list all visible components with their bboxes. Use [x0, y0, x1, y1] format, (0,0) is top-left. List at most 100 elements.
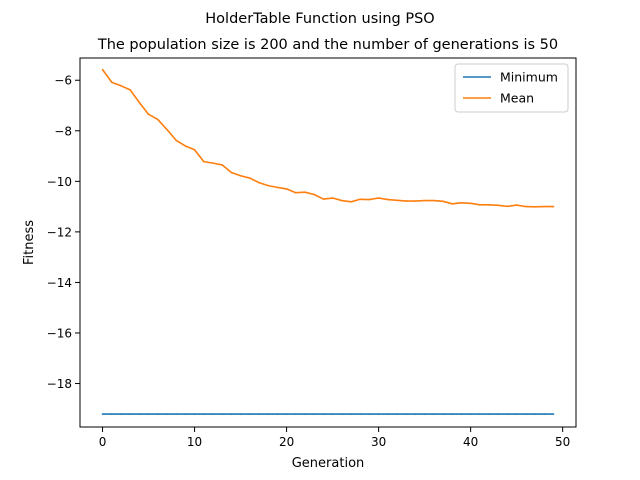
data-point-minimum [294, 413, 297, 415]
data-point-mean [350, 201, 352, 203]
data-point-minimum [460, 413, 463, 415]
data-point-minimum [138, 413, 141, 415]
data-point-mean [534, 206, 536, 208]
data-point-minimum [239, 413, 242, 415]
series-line-mean [101, 69, 554, 208]
data-point-mean [258, 181, 260, 184]
data-point-mean [552, 205, 555, 208]
data-point-minimum [175, 413, 177, 415]
data-point-mean [359, 198, 362, 201]
axes-frame [79, 57, 577, 428]
plot-area [101, 68, 555, 415]
data-point-minimum [341, 413, 343, 415]
data-point-minimum [506, 413, 509, 415]
data-point-minimum [488, 413, 490, 415]
data-point-minimum [212, 413, 214, 415]
data-point-mean [120, 85, 122, 87]
chart-subtitle: The population size is 200 and the numbe… [97, 37, 558, 53]
data-point-mean [396, 199, 398, 202]
data-point-mean [147, 113, 150, 116]
data-point-mean [331, 197, 334, 199]
data-point-mean [322, 198, 325, 200]
data-point-minimum [221, 413, 223, 415]
data-point-minimum [515, 413, 518, 415]
data-point-minimum [230, 413, 233, 415]
data-point-mean [387, 198, 389, 201]
y-tick-label: −18 [47, 377, 72, 391]
data-point-mean [433, 199, 435, 202]
data-point-minimum [552, 413, 555, 415]
data-point-minimum [368, 413, 371, 415]
legend-label-mean: Mean [500, 91, 534, 106]
x-axis: 0 10 20 30 40 50 [99, 427, 570, 449]
y-tick-label: −16 [47, 326, 72, 340]
x-tick-label: 0 [99, 435, 107, 449]
data-point-minimum [534, 413, 536, 415]
data-point-mean [313, 193, 315, 196]
data-point-minimum [276, 413, 279, 415]
data-point-mean [184, 145, 187, 147]
data-point-mean [414, 200, 417, 202]
y-tick-label: −14 [47, 276, 72, 290]
data-point-mean [488, 204, 490, 206]
data-point-mean [497, 204, 500, 207]
data-point-mean [221, 164, 223, 166]
data-point-minimum [304, 413, 306, 415]
data-point-mean [368, 198, 371, 201]
data-point-minimum [285, 413, 288, 415]
data-point-mean [230, 171, 233, 174]
data-point-mean [377, 197, 380, 199]
y-tick-label: −6 [54, 74, 72, 88]
x-axis-label: Generation [292, 456, 365, 471]
data-point-minimum [101, 413, 104, 415]
data-point-minimum [166, 413, 168, 415]
data-point-mean [138, 101, 141, 104]
data-point-mean [543, 205, 546, 208]
data-point-mean [239, 174, 242, 177]
x-tick-label: 30 [371, 435, 386, 449]
data-point-minimum [258, 413, 260, 415]
data-point-mean [212, 162, 214, 164]
data-point-minimum [267, 413, 269, 415]
data-point-mean [248, 177, 251, 179]
legend: Minimum Mean [454, 63, 569, 113]
data-point-mean [156, 118, 159, 121]
data-point-minimum [479, 413, 481, 415]
data-point-mean [460, 202, 463, 204]
data-point-minimum [497, 413, 500, 415]
legend-box [454, 63, 569, 113]
data-point-minimum [120, 413, 122, 415]
x-tick-label: 50 [555, 435, 570, 449]
data-point-mean [525, 205, 527, 208]
y-tick-label: −8 [54, 124, 72, 138]
data-point-minimum [414, 413, 417, 415]
data-point-mean [451, 203, 454, 205]
data-point-mean [129, 89, 131, 91]
data-point-mean [101, 68, 104, 71]
x-tick-label: 20 [279, 435, 294, 449]
data-point-minimum [248, 413, 251, 415]
x-tick-label: 10 [187, 435, 202, 449]
data-point-minimum [147, 413, 150, 415]
data-point-minimum [110, 413, 113, 415]
data-point-mean [285, 188, 288, 190]
data-point-minimum [377, 413, 380, 415]
data-point-minimum [396, 413, 398, 415]
y-tick-label: −10 [47, 175, 72, 189]
x-tick-label: 40 [463, 435, 478, 449]
data-point-minimum [451, 413, 454, 415]
data-point-mean [479, 204, 481, 206]
data-point-minimum [350, 413, 352, 415]
data-point-minimum [202, 413, 205, 415]
data-point-minimum [543, 413, 546, 415]
data-point-mean [423, 199, 426, 202]
y-axis: −18 −16 −14 −12 −10 −8 −6 [47, 74, 80, 391]
data-point-minimum [442, 413, 444, 415]
data-point-minimum [129, 413, 131, 415]
data-point-mean [304, 191, 306, 194]
data-point-mean [166, 128, 168, 131]
data-point-minimum [184, 413, 187, 415]
chart-title: HolderTable Function using PSO [205, 11, 434, 27]
data-point-mean [469, 202, 472, 205]
